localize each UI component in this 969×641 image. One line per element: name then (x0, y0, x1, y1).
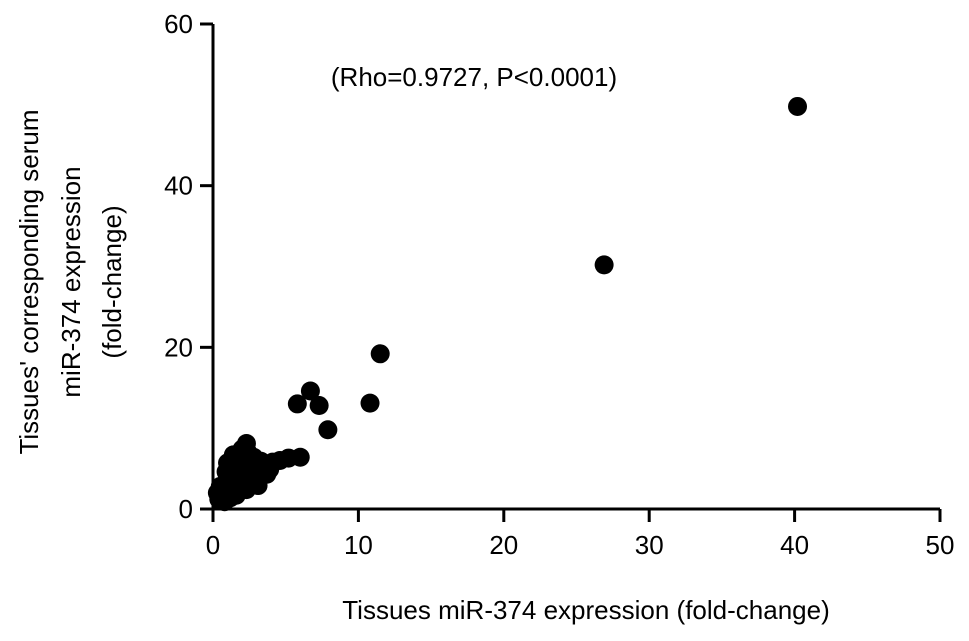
y-tick-label: 0 (179, 494, 193, 524)
data-point (309, 396, 329, 416)
y-tick-label: 60 (164, 9, 193, 39)
x-tick-label: 10 (344, 530, 373, 560)
data-point (318, 420, 338, 440)
x-axis-ticks: 0 10 20 30 40 50 (206, 509, 955, 560)
x-tick-label: 30 (635, 530, 664, 560)
axes (211, 24, 940, 511)
data-point (215, 492, 235, 512)
y-axis-ticks: 0 20 40 60 (164, 9, 213, 524)
data-point (218, 453, 238, 473)
data-point (594, 255, 614, 275)
x-tick-label: 20 (489, 530, 518, 560)
data-point (236, 480, 256, 500)
y-tick-label: 40 (164, 171, 193, 201)
x-tick-label: 0 (206, 530, 220, 560)
data-point (788, 96, 808, 116)
y-axis-title-line-1: Tissues' corresponding serum (14, 109, 44, 454)
data-point (300, 381, 320, 401)
data-point (260, 459, 280, 479)
y-tick-label: 20 (164, 332, 193, 362)
x-tick-label: 50 (926, 530, 955, 560)
data-point (287, 394, 307, 414)
x-tick-label: 40 (780, 530, 809, 560)
data-point (370, 344, 390, 364)
data-points (207, 96, 808, 512)
x-axis-title: Tissues miR-374 expression (fold-change) (342, 595, 829, 625)
y-axis-title-line-3: (fold-change) (97, 205, 127, 358)
correlation-annotation: (Rho=0.9727, P<0.0001) (331, 62, 617, 92)
data-point (245, 455, 265, 475)
data-point (360, 393, 380, 413)
y-axis-title-line-2: miR-374 expression (56, 166, 86, 397)
